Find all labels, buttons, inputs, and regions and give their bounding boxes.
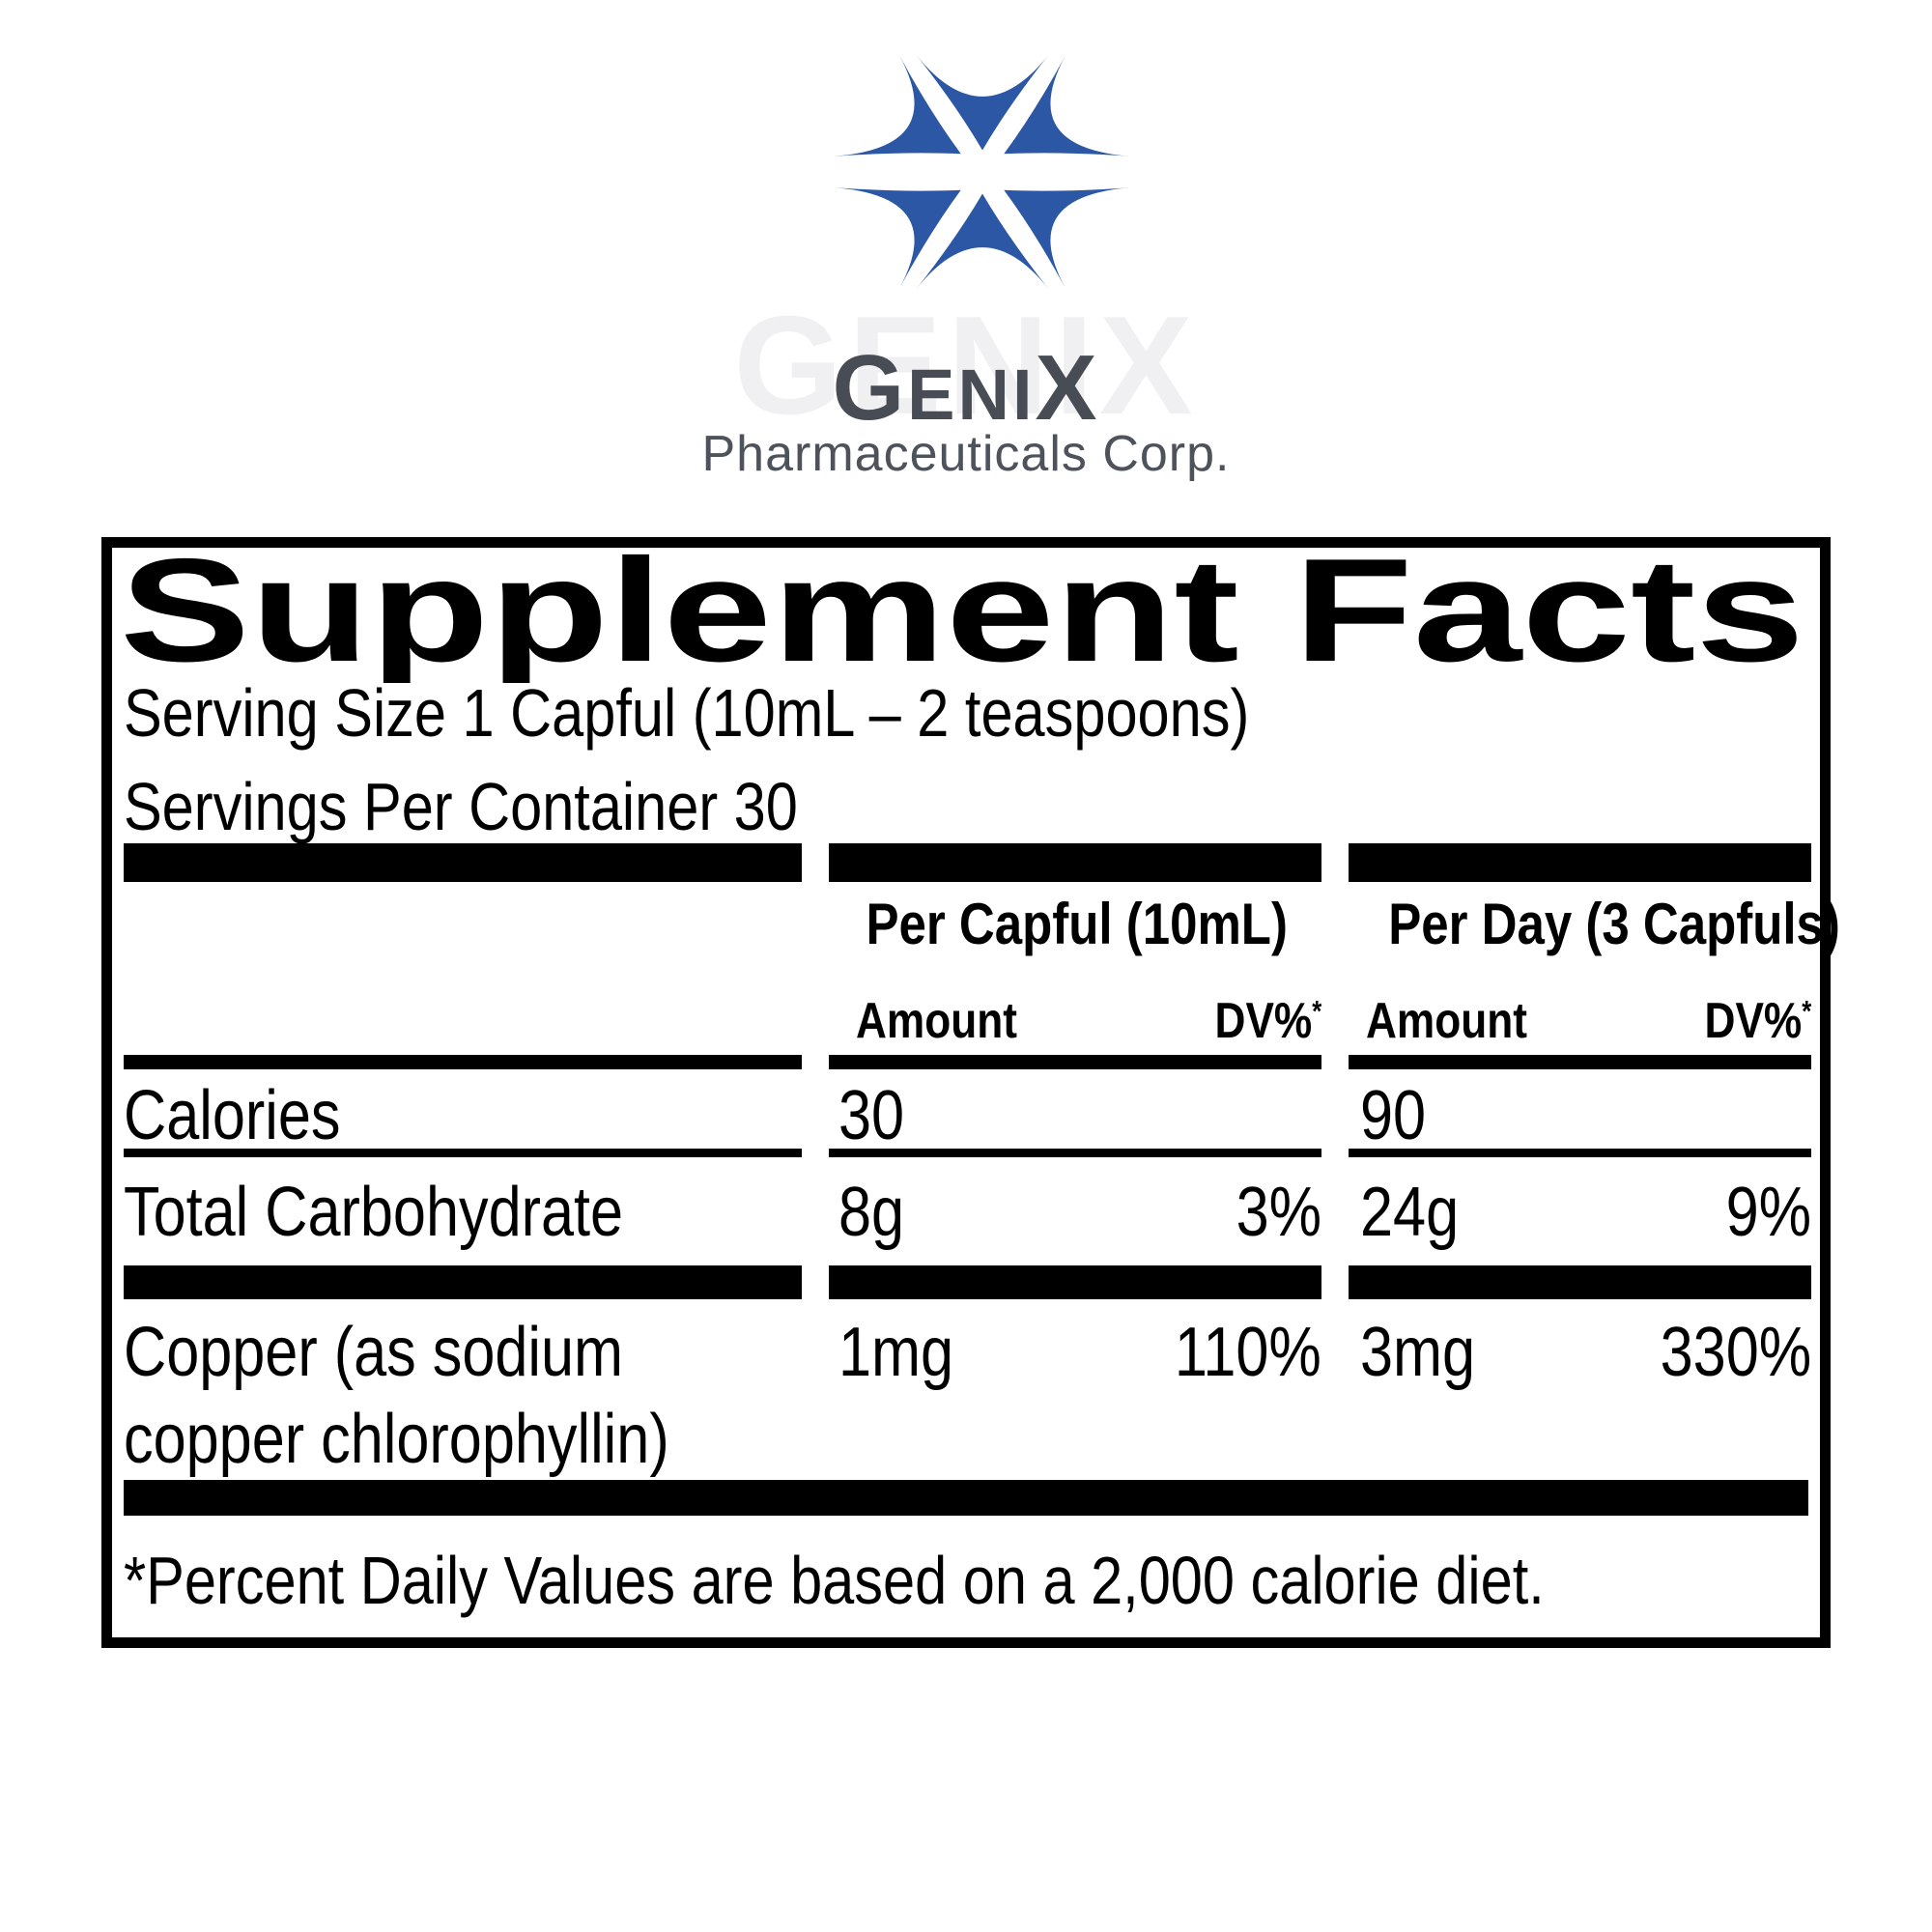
logo-petal: [916, 54, 1049, 151]
row-calories-label: Calories: [124, 1077, 800, 1154]
amount-dv-header-day: Amount DV%*: [1349, 994, 1811, 1056]
copper-label-line2: copper chlorophyllin): [124, 1401, 669, 1478]
serving-size-line: Serving Size 1 Capful (10mL – 2 teaspoon…: [124, 675, 1448, 751]
row-copper-capful: 1mg 110%: [829, 1309, 1321, 1396]
amount-header-day: Amount: [1366, 993, 1527, 1049]
row-carbohydrate-label: Total Carbohydrate: [124, 1174, 800, 1251]
amount-header-capful: Amount: [856, 993, 1017, 1049]
separator-col2: [829, 1055, 1321, 1069]
thick-separator-col1: [124, 1265, 802, 1299]
serving-size-text: Serving Size 1 Capful (10mL – 2 teaspoon…: [124, 675, 1250, 751]
header-bar-col3: [1349, 843, 1811, 882]
header-bar-col2: [829, 843, 1321, 882]
logo-petals: [833, 54, 1132, 290]
servings-per-container-text: Servings Per Container 30: [124, 769, 798, 844]
thin-separator-col2: [829, 1149, 1321, 1157]
thin-separator-col1: [124, 1149, 802, 1157]
footnote-text: *Percent Daily Values are based on a 2,0…: [124, 1543, 1545, 1618]
row-calories-day: 90: [1349, 1077, 1811, 1154]
bottom-divider-bar: [124, 1480, 1808, 1516]
separator-col1: [124, 1055, 802, 1069]
carbohydrate-day-dv: 9%: [1725, 1174, 1811, 1251]
row-carbohydrate-day: 24g 9%: [1349, 1174, 1811, 1251]
carbohydrate-capful-dv: 3%: [1236, 1174, 1321, 1251]
carbohydrate-day-amount: 24g: [1360, 1174, 1460, 1251]
dv-asterisk-capful: *: [1312, 996, 1321, 1029]
separator-col3: [1349, 1055, 1811, 1069]
supplement-facts-panel: Supplement Facts Serving Size 1 Capful (…: [101, 537, 1840, 1648]
logo-petal: [833, 187, 961, 289]
calories-capful-amount: 30: [838, 1077, 905, 1154]
logo-petal: [916, 193, 1049, 290]
dv-header-day-text: DV%: [1704, 993, 1803, 1049]
copper-capful-amount: 1mg: [838, 1314, 954, 1391]
thin-separator-col3: [1349, 1149, 1811, 1157]
row-copper-label: Copper (as sodium copper chlorophyllin): [124, 1309, 800, 1483]
logo-petal: [1004, 55, 1132, 156]
wordmark-letter-x: X: [1035, 336, 1100, 440]
carbohydrate-capful-amount: 8g: [838, 1174, 905, 1251]
footnote: *Percent Daily Values are based on a 2,0…: [124, 1543, 1795, 1618]
per-capful-header-text: Per Capful (10mL): [866, 892, 1288, 956]
row-calories-capful: 30: [829, 1077, 1321, 1154]
row-copper-day: 3mg 330%: [1349, 1309, 1811, 1396]
panel-title: Supplement Facts: [120, 548, 1804, 683]
header-bar-col1: [124, 843, 802, 882]
ghost-wordmark: GENIX: [733, 287, 1199, 443]
copper-day-amount: 3mg: [1360, 1314, 1476, 1391]
carbohydrate-label-text: Total Carbohydrate: [124, 1174, 624, 1251]
copper-label-line1: Copper (as sodium: [124, 1314, 624, 1391]
column-header-per-capful: Per Capful (10mL): [829, 894, 1321, 955]
logo-petal: [833, 55, 961, 156]
per-day-header-text: Per Day (3 Capfuls): [1388, 892, 1840, 956]
calories-day-amount: 90: [1360, 1077, 1427, 1154]
logo-petal: [1004, 187, 1132, 289]
brand-wordmark: G ENI X: [0, 340, 1932, 443]
dv-header-day: DV%*: [1704, 994, 1811, 1056]
panel-title-text: Supplement Facts: [120, 548, 1804, 683]
amount-dv-header-capful: Amount DV%*: [829, 994, 1321, 1056]
dv-header-capful: DV%*: [1214, 994, 1321, 1056]
row-carbohydrate-capful: 8g 3%: [829, 1174, 1321, 1251]
dv-header-capful-text: DV%: [1214, 993, 1313, 1049]
wordmark-letters-eni: ENI: [907, 355, 1036, 435]
servings-per-container-line: Servings Per Container 30: [124, 769, 917, 844]
column-header-per-day: Per Day (3 Capfuls): [1349, 894, 1840, 955]
calories-label-text: Calories: [124, 1077, 341, 1154]
copper-capful-dv: 110%: [1175, 1314, 1321, 1391]
wordmark-letter-g: G: [832, 336, 908, 440]
thick-separator-col2: [829, 1265, 1321, 1299]
brand-subtitle: Pharmaceuticals Corp.: [701, 426, 1231, 482]
copper-day-dv: 330%: [1660, 1314, 1811, 1391]
brand-logo-star-icon: [833, 54, 1132, 290]
thick-separator-col3: [1349, 1265, 1811, 1299]
dv-asterisk-day: *: [1802, 996, 1811, 1029]
